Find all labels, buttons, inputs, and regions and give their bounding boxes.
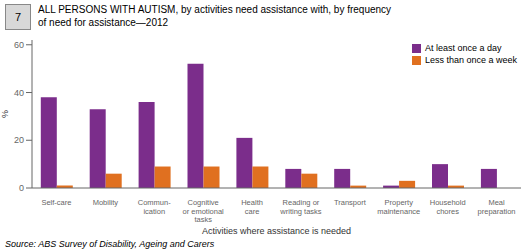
svg-text:Transport: Transport bbox=[334, 198, 367, 207]
svg-text:Healthcare: Healthcare bbox=[241, 198, 263, 216]
svg-text:Reading orwriting tasks: Reading orwriting tasks bbox=[279, 198, 322, 216]
svg-text:Propertymaintenance: Propertymaintenance bbox=[377, 198, 420, 216]
svg-text:Commun-ication: Commun-ication bbox=[138, 198, 171, 216]
svg-text:20: 20 bbox=[14, 135, 24, 145]
html-text:At least once a day: At least once a day bbox=[424, 43, 502, 53]
html-text:Source: ABS Survey of Disabili: Source: ABS Survey of Disability, Ageing… bbox=[5, 239, 215, 249]
svg-text:Mobility: Mobility bbox=[93, 198, 119, 207]
svg-text:0: 0 bbox=[19, 183, 24, 193]
html-text:Less than once a week: Less than once a week bbox=[424, 55, 517, 65]
svg-text:Mealpreparation: Mealpreparation bbox=[478, 198, 516, 216]
svg-text:%: % bbox=[8, 110, 10, 118]
html-text:ALL PERSONS WITH AUTISM, by ac: ALL PERSONS WITH AUTISM, by activities n… bbox=[38, 4, 392, 28]
svg-text:Activities where assistance is: Activities where assistance is needed bbox=[202, 226, 351, 234]
svg-text:Cognitiveor emotionaltasks: Cognitiveor emotionaltasks bbox=[183, 198, 225, 224]
svg-text:40: 40 bbox=[14, 88, 24, 98]
html-text:7: 7 bbox=[14, 11, 22, 23]
svg-text:60: 60 bbox=[14, 40, 24, 50]
svg-text:Self-care: Self-care bbox=[41, 198, 71, 207]
svg-text:Householdchores: Householdchores bbox=[430, 198, 466, 216]
